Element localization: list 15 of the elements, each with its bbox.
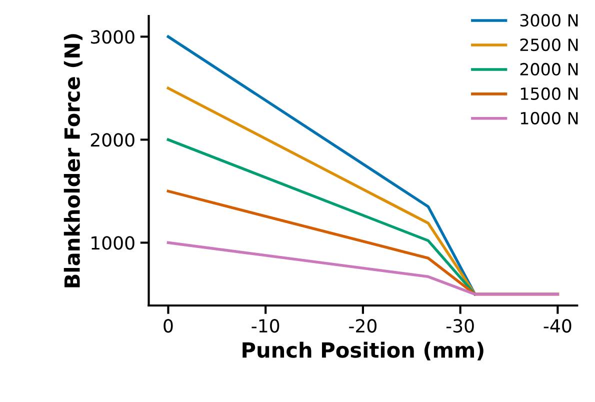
x-tick-label: 0 [164,319,173,333]
legend-label: 1500 N [520,87,578,100]
y-tick-label: 2000 [90,133,134,147]
x-axis-title: Punch Position (mm) [242,342,484,360]
legend-label: 2000 N [520,62,578,76]
y-tick-label: 1000 [92,236,134,250]
y-axis-title: Blankholder Force (N) [64,34,82,288]
y-tick-label: 3000 [90,30,134,44]
legend-label: 2500 N [520,38,578,52]
legend-label: 3000 N [520,14,578,27]
legend-label: 1000 N [520,112,578,124]
x-tick-label: -30 [446,319,474,333]
x-tick-label: -20 [349,319,376,333]
x-tick-label: -40 [544,319,572,333]
x-tick-label: -10 [252,319,280,333]
